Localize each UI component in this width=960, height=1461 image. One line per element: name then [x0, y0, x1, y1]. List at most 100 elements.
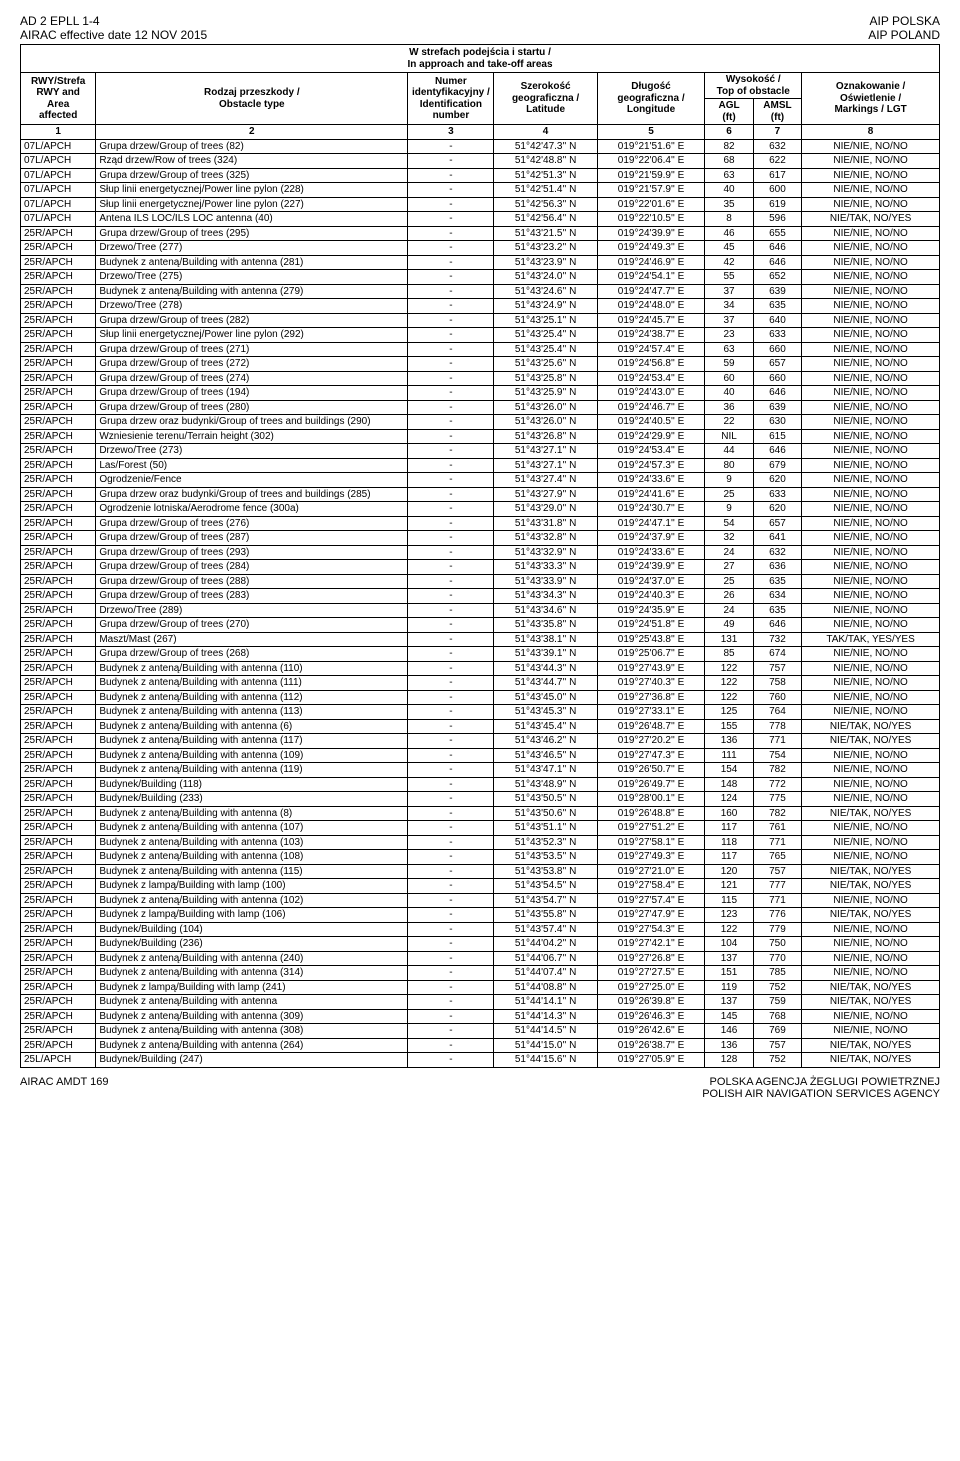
table-cell: NIE/NIE, NO/NO: [802, 922, 940, 937]
footer-left: AIRAC AMDT 169: [20, 1076, 108, 1100]
table-cell: Słup linii energetycznej/Power line pylo…: [96, 328, 408, 343]
table-cell: 51°42'56.4'' N: [494, 212, 597, 227]
table-cell: Budynek z lampą/Building with lamp (106): [96, 908, 408, 923]
table-cell: -: [408, 357, 494, 372]
table-cell: NIE/NIE, NO/NO: [802, 589, 940, 604]
table-cell: 782: [753, 806, 801, 821]
table-cell: 136: [705, 1038, 753, 1053]
table-cell: NIL: [705, 429, 753, 444]
table-cell: -: [408, 1038, 494, 1053]
table-row: 25R/APCHBudynek/Building (236)-51°44'04.…: [21, 937, 940, 952]
table-cell: 758: [753, 676, 801, 691]
table-cell: 44: [705, 444, 753, 459]
table-row: 25R/APCHOgrodzenie/Fence-51°43'27.4'' N0…: [21, 473, 940, 488]
table-cell: NIE/NIE, NO/NO: [802, 1024, 940, 1039]
table-cell: -: [408, 647, 494, 662]
table-cell: 55: [705, 270, 753, 285]
table-cell: -: [408, 270, 494, 285]
table-cell: 51°44'14.5'' N: [494, 1024, 597, 1039]
table-cell: NIE/NIE, NO/NO: [802, 821, 940, 836]
table-cell: 771: [753, 734, 801, 749]
table-cell: Budynek/Building (247): [96, 1053, 408, 1068]
table-cell: 655: [753, 226, 801, 241]
table-cell: 51°43'57.4'' N: [494, 922, 597, 937]
table-row: 25R/APCHBudynek z anteną/Building with a…: [21, 893, 940, 908]
table-cell: Budynek/Building (233): [96, 792, 408, 807]
table-cell: 019°24'43.0'' E: [597, 386, 705, 401]
table-cell: Grupa drzew/Group of trees (288): [96, 574, 408, 589]
table-cell: -: [408, 777, 494, 792]
table-cell: 25R/APCH: [21, 241, 96, 256]
table-cell: -: [408, 690, 494, 705]
table-cell: 25R/APCH: [21, 618, 96, 633]
table-cell: Grupa drzew/Group of trees (270): [96, 618, 408, 633]
table-row: 25R/APCHWzniesienie terenu/Terrain heigh…: [21, 429, 940, 444]
table-cell: 640: [753, 313, 801, 328]
table-cell: 148: [705, 777, 753, 792]
table-cell: TAK/TAK, YES/YES: [802, 632, 940, 647]
table-cell: 019°24'38.7'' E: [597, 328, 705, 343]
colnum-1: 1: [21, 125, 96, 140]
table-cell: 657: [753, 357, 801, 372]
table-cell: 619: [753, 197, 801, 212]
table-cell: -: [408, 719, 494, 734]
table-cell: 131: [705, 632, 753, 647]
table-cell: NIE/TAK, NO/YES: [802, 719, 940, 734]
table-cell: 754: [753, 748, 801, 763]
table-cell: 757: [753, 864, 801, 879]
table-cell: -: [408, 676, 494, 691]
table-cell: 25R/APCH: [21, 270, 96, 285]
table-cell: 019°26'48.7'' E: [597, 719, 705, 734]
table-cell: -: [408, 386, 494, 401]
col-header-height: Wysokość / Top of obstacle: [705, 73, 802, 99]
table-cell: 25R/APCH: [21, 342, 96, 357]
table-cell: NIE/NIE, NO/NO: [802, 574, 940, 589]
table-cell: -: [408, 284, 494, 299]
table-cell: 25R/APCH: [21, 748, 96, 763]
table-cell: 25R/APCH: [21, 560, 96, 575]
table-cell: NIE/TAK, NO/YES: [802, 995, 940, 1010]
table-cell: 122: [705, 922, 753, 937]
table-cell: 137: [705, 995, 753, 1010]
table-cell: 25R/APCH: [21, 908, 96, 923]
table-cell: 07L/APCH: [21, 154, 96, 169]
obstacles-table: W strefach podejścia i startu / In appro…: [20, 44, 940, 1068]
table-cell: 620: [753, 473, 801, 488]
table-cell: -: [408, 980, 494, 995]
table-row: 25R/APCHBudynek z anteną/Building with a…: [21, 1038, 940, 1053]
table-cell: 27: [705, 560, 753, 575]
table-cell: 51°44'07.4'' N: [494, 966, 597, 981]
table-cell: 25R/APCH: [21, 734, 96, 749]
table-cell: Budynek z anteną/Building with antenna (…: [96, 821, 408, 836]
table-cell: 620: [753, 502, 801, 517]
table-cell: 119: [705, 980, 753, 995]
table-cell: NIE/NIE, NO/NO: [802, 502, 940, 517]
table-row: 25R/APCHGrupa drzew/Group of trees (194)…: [21, 386, 940, 401]
table-row: 25R/APCHDrzewo/Tree (275)-51°43'24.0'' N…: [21, 270, 940, 285]
table-cell: 25R/APCH: [21, 864, 96, 879]
table-cell: NIE/NIE, NO/NO: [802, 154, 940, 169]
table-cell: 25R/APCH: [21, 415, 96, 430]
table-cell: 51°43'38.1'' N: [494, 632, 597, 647]
table-cell: Wzniesienie terenu/Terrain height (302): [96, 429, 408, 444]
table-cell: 118: [705, 835, 753, 850]
table-cell: 124: [705, 792, 753, 807]
table-cell: 51°43'51.1'' N: [494, 821, 597, 836]
table-cell: -: [408, 212, 494, 227]
table-row: 25R/APCHGrupa drzew oraz budynki/Group o…: [21, 415, 940, 430]
table-cell: -: [408, 806, 494, 821]
table-row: 25R/APCHBudynek z anteną/Building with a…: [21, 255, 940, 270]
table-cell: 019°24'45.7'' E: [597, 313, 705, 328]
table-cell: Budynek z anteną/Building with antenna (…: [96, 661, 408, 676]
table-cell: Grupa drzew/Group of trees (194): [96, 386, 408, 401]
table-row: 07L/APCHGrupa drzew/Group of trees (325)…: [21, 168, 940, 183]
table-cell: Grupa drzew/Group of trees (272): [96, 357, 408, 372]
table-cell: 772: [753, 777, 801, 792]
table-cell: 25R/APCH: [21, 1009, 96, 1024]
table-cell: 25R/APCH: [21, 458, 96, 473]
table-cell: 641: [753, 531, 801, 546]
table-cell: -: [408, 502, 494, 517]
table-cell: NIE/NIE, NO/NO: [802, 618, 940, 633]
table-row: 25R/APCHGrupa drzew/Group of trees (280)…: [21, 400, 940, 415]
table-cell: 22: [705, 415, 753, 430]
